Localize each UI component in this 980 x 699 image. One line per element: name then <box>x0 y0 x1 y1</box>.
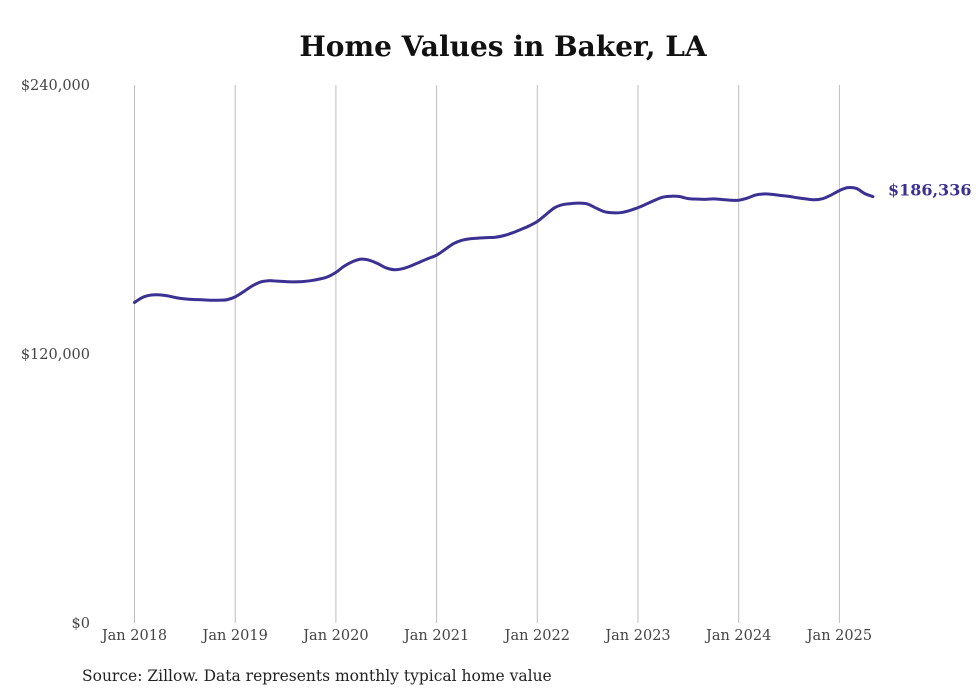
series-layer <box>133 185 875 304</box>
x-tick-label: Jan 2023 <box>603 628 670 644</box>
grid-lines <box>134 85 840 623</box>
x-tick-label: Jan 2025 <box>805 628 872 644</box>
series-line <box>133 185 875 304</box>
x-axis-tick-labels: Jan 2018 Jan 2019 Jan 2020 Jan 2021 Jan 2022… <box>100 628 872 644</box>
end-value-label: $186,336 <box>888 181 972 200</box>
x-tick-label: Jan 2024 <box>704 628 771 644</box>
y-axis-tick-labels: $0 $120,000 $240,000 <box>21 78 90 632</box>
x-tick-label: Jan 2021 <box>402 628 469 644</box>
y-tick-label: $120,000 <box>21 347 90 363</box>
source-note: Source: Zillow. Data represents monthly … <box>82 667 552 685</box>
end-label-layer: $186,336 <box>888 181 972 200</box>
y-tick-label: $240,000 <box>21 78 90 94</box>
x-tick-label: Jan 2022 <box>503 628 570 644</box>
x-tick-label: Jan 2019 <box>201 628 268 644</box>
chart-title: Home Values in Baker, LA <box>299 30 707 63</box>
y-tick-label: $0 <box>72 616 90 632</box>
x-tick-label: Jan 2020 <box>301 628 368 644</box>
x-tick-label: Jan 2018 <box>100 628 167 644</box>
line-chart: $0$120,000$240,000 Jan 2018 Jan 2019 Jan 2… <box>21 78 972 644</box>
